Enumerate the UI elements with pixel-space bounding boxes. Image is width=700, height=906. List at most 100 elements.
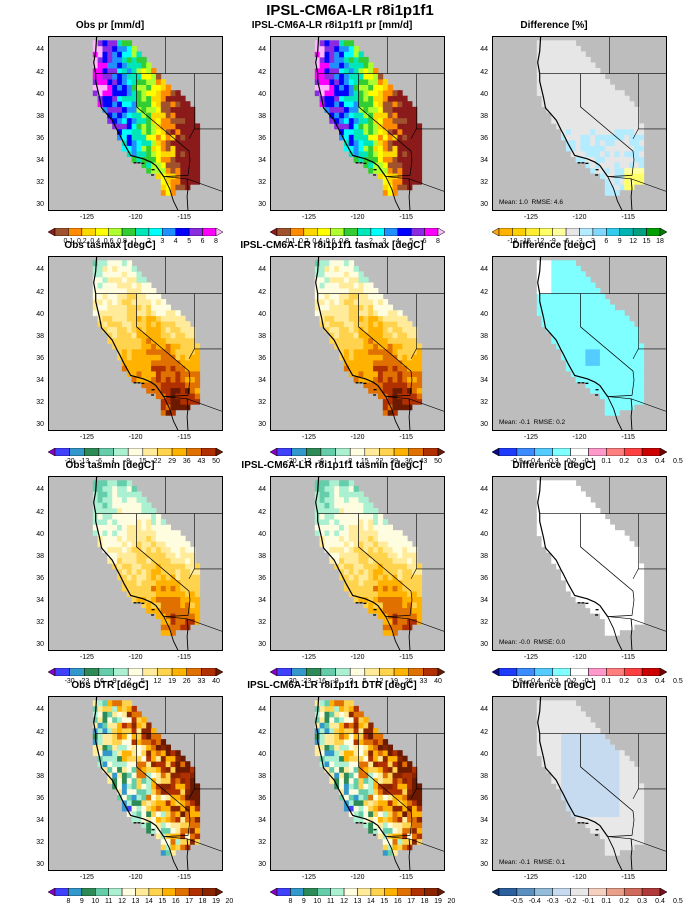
colorbar-cell [55,228,68,236]
colorbar-cell [143,448,158,456]
colorbar-cell [201,448,216,456]
colorbar-cell [398,888,411,896]
colorbar-cell [277,668,292,676]
lon-tick-label: -115 [172,214,196,222]
lat-tick-label: 32 [470,839,488,847]
colorbar-cell [350,448,365,456]
colorbar-cell [425,888,438,896]
colorbar-high-arrow [660,668,667,676]
lat-tick-label: 34 [26,597,44,605]
lat-tick-label: 42 [470,69,488,77]
island [578,602,581,603]
lat-tick-label: 38 [470,333,488,341]
lon-tick-label: -115 [172,654,196,662]
colorbar-low-arrow [270,448,277,456]
colorbar-cell [642,448,660,456]
colorbar-cell [82,228,95,236]
colorbar-label: 0.5 [666,678,690,686]
colorbar-cell [109,228,122,236]
lon-tick-label: -120 [124,434,148,442]
colorbar-cell [55,448,70,456]
map-area: Mean: -0.0 RMSE: 0.0 [492,476,667,651]
colorbar-cell [633,228,646,236]
lat-tick-label: 32 [248,839,266,847]
island [363,603,366,604]
lat-tick-label: 36 [470,795,488,803]
lat-tick-label: 32 [470,619,488,627]
island [596,829,599,830]
lat-tick-label: 36 [248,135,266,143]
lon-tick-label: -125 [75,874,99,882]
island [585,383,588,384]
lat-tick-label: 30 [248,201,266,209]
colorbar-cell [290,888,303,896]
island [134,602,137,603]
colorbar-cell [371,888,384,896]
island [363,823,366,824]
colorbar-cell [358,228,371,236]
lat-tick-label: 42 [248,509,266,517]
colorbar-cell [394,668,409,676]
colorbar-cell [350,668,365,676]
island [152,169,155,170]
lat-tick-label: 30 [26,421,44,429]
lat-tick-label: 36 [248,355,266,363]
lat-tick-label: 32 [26,399,44,407]
colorbar-cell [149,228,162,236]
colorbar-cell [176,228,189,236]
colorbar [48,668,223,676]
colorbar-cell [409,448,424,456]
colorbar-low-arrow [48,668,55,676]
colorbar-cell [187,668,202,676]
island [359,162,362,163]
lat-tick-label: 36 [248,795,266,803]
island [578,162,581,163]
colorbar-cell [517,668,535,676]
island [134,822,137,823]
lon-tick-label: -125 [297,434,321,442]
lat-tick-label: 42 [248,729,266,737]
colorbar-cell [539,228,552,236]
colorbar-cell [535,448,553,456]
lat-tick-label: 36 [26,135,44,143]
island [373,174,376,175]
colorbar-cell [277,448,292,456]
map-area [48,696,223,871]
island [581,382,584,383]
colorbar-cell [292,448,307,456]
lat-tick-label: 36 [26,575,44,583]
lon-tick-label: -115 [616,654,640,662]
colorbar-cell [277,888,290,896]
colorbar-cell [384,888,397,896]
colorbar-cell [371,228,384,236]
panel-title: IPSL-CM6A-LR r8i1p1f1 tasmin [degC] [222,460,442,471]
colorbar-cell [571,448,589,456]
lat-tick-label: 40 [470,531,488,539]
panel-title: IPSL-CM6A-LR r8i1p1f1 pr [mm/d] [222,20,442,31]
panel-title: Difference [%] [444,20,664,31]
island [151,834,154,835]
lat-tick-label: 36 [470,135,488,143]
lon-tick-label: -115 [172,434,196,442]
map-area [270,696,445,871]
colorbar-cell [331,888,344,896]
map-area: Mean: -0.1 RMSE: 0.1 [492,696,667,871]
colorbar-cell [143,668,158,676]
colorbar-cell [128,668,143,676]
colorbar-cell [535,668,553,676]
lon-tick-label: -125 [75,654,99,662]
lon-tick-label: -115 [616,874,640,882]
lat-tick-label: 38 [26,553,44,561]
colorbar-cell [95,228,108,236]
lon-tick-label: -125 [519,434,543,442]
colorbar [48,448,223,456]
colorbar-high-arrow [660,228,667,236]
colorbar-cell [624,888,642,896]
colorbar-cell [517,888,535,896]
lat-tick-label: 30 [248,861,266,869]
island [596,389,599,390]
colorbar-cell [499,888,517,896]
map-area [270,36,445,211]
